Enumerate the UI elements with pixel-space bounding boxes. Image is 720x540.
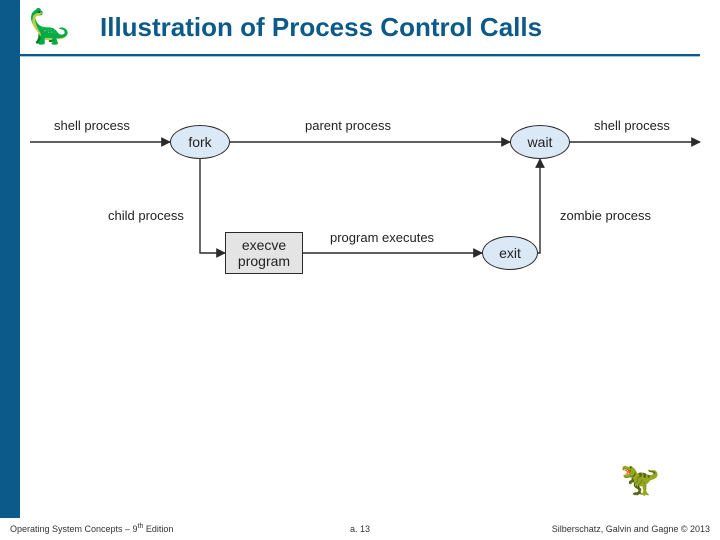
- title-underline: [20, 54, 700, 57]
- edge-3: [200, 159, 225, 253]
- title-area: Illustration of Process Control Calls: [100, 12, 700, 43]
- edge-5: [538, 159, 540, 253]
- page-title: Illustration of Process Control Calls: [100, 12, 700, 43]
- footer-right: Silberschatz, Galvin and Gagne © 2013: [552, 524, 710, 534]
- sidebar-accent: [0, 0, 20, 520]
- edge-label-4: program executes: [330, 230, 434, 245]
- edge-label-0: shell process: [54, 118, 130, 133]
- edge-label-5: zombie process: [560, 208, 651, 223]
- footer-left-a: Operating System Concepts – 9: [10, 524, 138, 534]
- footer: Operating System Concepts – 9th Edition …: [0, 518, 720, 540]
- node-exit: exit: [482, 236, 538, 270]
- node-fork: fork: [170, 125, 230, 159]
- footer-left-b: Edition: [143, 524, 173, 534]
- edge-label-1: parent process: [305, 118, 391, 133]
- dinosaur-right-icon: 🦖: [620, 460, 690, 510]
- footer-center: a. 13: [350, 524, 370, 534]
- node-execve: execveprogram: [225, 232, 303, 274]
- node-wait: wait: [510, 125, 570, 159]
- dinosaur-left-icon: 🦕: [28, 2, 88, 52]
- edge-label-3: child process: [108, 208, 184, 223]
- edge-label-2: shell process: [594, 118, 670, 133]
- process-control-diagram: fork wait execveprogram exit shell process p…: [30, 90, 700, 300]
- footer-left: Operating System Concepts – 9th Edition: [10, 523, 173, 534]
